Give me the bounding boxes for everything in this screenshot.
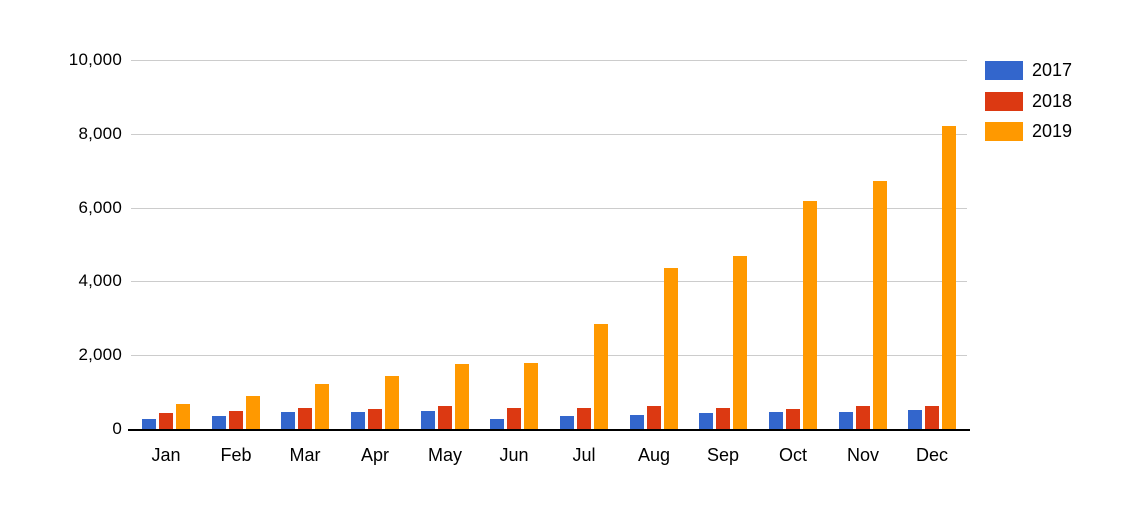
legend-label: 2017 [1032,60,1073,80]
y-axis-tick-label: 0 [112,419,122,438]
legend-label: 2018 [1032,91,1073,111]
bar-2018-sep[interactable] [716,408,730,429]
legend-label: 2019 [1032,121,1073,141]
gridline [131,134,967,135]
gridline [131,60,967,61]
legend-swatch-2017 [985,60,1023,80]
bar-2018-oct[interactable] [786,409,800,429]
bar-2019-apr[interactable] [385,376,399,429]
bar-2017-may[interactable] [421,411,435,429]
bar-2019-jun[interactable] [524,363,538,429]
x-axis-tick-label: Mar [289,445,321,465]
bar-2017-mar[interactable] [281,412,295,429]
bar-2017-nov[interactable] [839,412,853,429]
bar-2017-jul[interactable] [560,416,574,429]
bar-2019-jul[interactable] [594,324,608,429]
gridline [131,208,967,209]
bar-2018-dec[interactable] [925,406,939,429]
y-axis-tick-label: 10,000 [68,50,122,69]
x-axis-tick-label: Aug [637,445,671,465]
bar-2017-jun[interactable] [490,419,504,429]
bar-2019-jan[interactable] [176,404,190,429]
y-axis-tick-label: 6,000 [78,198,122,217]
bar-2019-sep[interactable] [733,256,747,429]
bar-2019-feb[interactable] [246,396,260,429]
bar-2017-aug[interactable] [630,415,644,429]
x-axis-tick-label: Jul [572,445,596,465]
bar-2019-mar[interactable] [315,384,329,429]
bar-2018-may[interactable] [438,406,452,429]
bar-2019-aug[interactable] [664,268,678,429]
legend-swatch-2018 [985,91,1023,111]
legend-item-2019: 2019 [985,121,1072,141]
bar-2019-nov[interactable] [873,181,887,429]
x-axis-tick-label: Oct [778,445,807,465]
x-axis-tick-label: Sep [706,445,740,465]
x-axis-tick-label: Apr [360,445,389,465]
bar-2018-jul[interactable] [577,408,591,429]
gridline [131,281,967,282]
bar-2019-may[interactable] [455,364,469,429]
bar-2018-jun[interactable] [507,408,521,429]
bar-2018-nov[interactable] [856,406,870,429]
bar-2018-mar[interactable] [298,408,312,429]
x-axis-tick-label: Dec [915,445,948,465]
legend-item-2017: 2017 [985,60,1072,80]
x-axis-tick-label: Nov [846,445,879,465]
bar-2017-feb[interactable] [212,416,226,429]
legend-item-2018: 2018 [985,91,1072,111]
bar-2018-aug[interactable] [647,406,661,429]
bar-2018-jan[interactable] [159,413,173,429]
x-axis-line [128,429,970,431]
legend-swatch-2019 [985,121,1023,141]
y-axis-tick-label: 4,000 [78,271,122,290]
gridline [131,355,967,356]
bar-2018-apr[interactable] [368,409,382,429]
bar-2018-feb[interactable] [229,411,243,429]
bar-2017-apr[interactable] [351,412,365,429]
x-axis-tick-label: Jan [151,445,181,465]
x-axis-tick-label: Feb [220,445,252,465]
bar-2019-dec[interactable] [942,126,956,429]
x-axis-tick-label: Jun [499,445,529,465]
bar-2017-dec[interactable] [908,410,922,429]
y-axis-tick-label: 8,000 [78,124,122,143]
y-axis-tick-label: 2,000 [78,345,122,364]
x-axis-tick-label: May [427,445,462,465]
bar-2017-oct[interactable] [769,412,783,429]
legend: 2017 2018 2019 [985,60,1125,145]
bar-2017-jan[interactable] [142,419,156,429]
bar-2019-oct[interactable] [803,201,817,429]
bar-2017-sep[interactable] [699,413,713,429]
